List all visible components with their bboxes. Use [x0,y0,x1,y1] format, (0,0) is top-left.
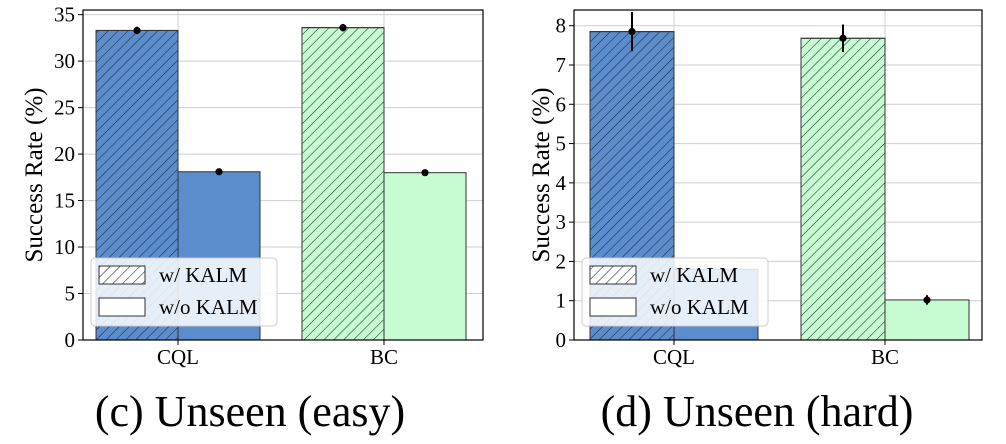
bar-chart-unseen-easy: 0 5 10 15 20 25 30 35 CQL BC Success Rate (%) w/ KA… [21,3,484,369]
ytick-label-2: 2 [556,249,567,273]
bar-bc-w-kalm-hatch [800,37,886,341]
ytick-label-8: 8 [556,14,567,38]
ytick-label-10: 10 [54,235,75,259]
point-cql-w-kalm [628,28,636,36]
legend-swatch-w-o-kalm [98,297,146,317]
ytick-label-35: 35 [54,3,75,27]
ytick-label-6: 6 [556,92,567,116]
ytick-label-4: 4 [556,171,567,195]
xtick-label-cql: CQL [157,345,199,369]
point-bc-w-kalm [339,24,347,32]
xtick-label-bc: BC [370,345,398,369]
ytick-label-0: 0 [556,328,567,352]
bar-chart-unseen-hard: 0 1 2 3 4 5 6 7 8 CQL BC Success Rate (%) w/ KALM w/o… [528,9,983,369]
legend-label-w-kalm: w/ KALM [650,263,738,287]
bar-bc-w-o-kalm [383,172,467,341]
ytick-label-1: 1 [556,289,567,313]
chart-panel-unseen-easy: 0 5 10 15 20 25 30 35 CQL BC Success Rate (%) w/ KA… [21,3,484,436]
legend-label-w-kalm: w/ KALM [159,263,247,287]
point-bc-w-o-kalm [421,169,429,177]
ytick-label-5: 5 [65,282,76,306]
caption-unseen-easy: (c) Unseen (easy) [94,387,406,436]
point-bc-w-o-kalm [923,296,931,304]
ytick-label-15: 15 [54,189,75,213]
y-axis-label: Success Rate (%) [528,88,555,263]
xtick-label-cql: CQL [653,345,695,369]
legend-swatch-hatch-w-kalm [98,265,146,285]
legend-swatch-w-o-kalm [589,297,637,317]
point-cql-w-kalm [133,26,141,35]
point-cql-w-o-kalm [215,168,223,176]
ytick-label-3: 3 [556,210,567,234]
caption-unseen-hard: (d) Unseen (hard) [600,387,914,436]
ytick-label-20: 20 [54,142,75,166]
plot-frame [82,9,484,341]
y-axis-label: Success Rate (%) [21,88,48,263]
bar-bc-w-o-kalm [884,299,970,341]
ytick-label-30: 30 [54,49,75,73]
ytick-label-0: 0 [65,328,76,352]
ytick-label-25: 25 [54,96,75,120]
legend-label-w-o-kalm: w/o KALM [650,295,749,319]
ytick-label-5: 5 [556,132,567,156]
bar-bc-w-kalm-hatch [301,27,385,341]
point-bc-w-kalm [839,34,847,42]
xtick-label-bc: BC [871,345,899,369]
chart-panel-unseen-hard: 0 1 2 3 4 5 6 7 8 CQL BC Success Rate (%) w/ KALM w/o… [503,0,1006,444]
plot-frame [573,9,983,341]
legend-label-w-o-kalm: w/o KALM [159,295,258,319]
ytick-label-7: 7 [556,53,567,77]
legend-swatch-hatch-w-kalm [589,265,637,285]
